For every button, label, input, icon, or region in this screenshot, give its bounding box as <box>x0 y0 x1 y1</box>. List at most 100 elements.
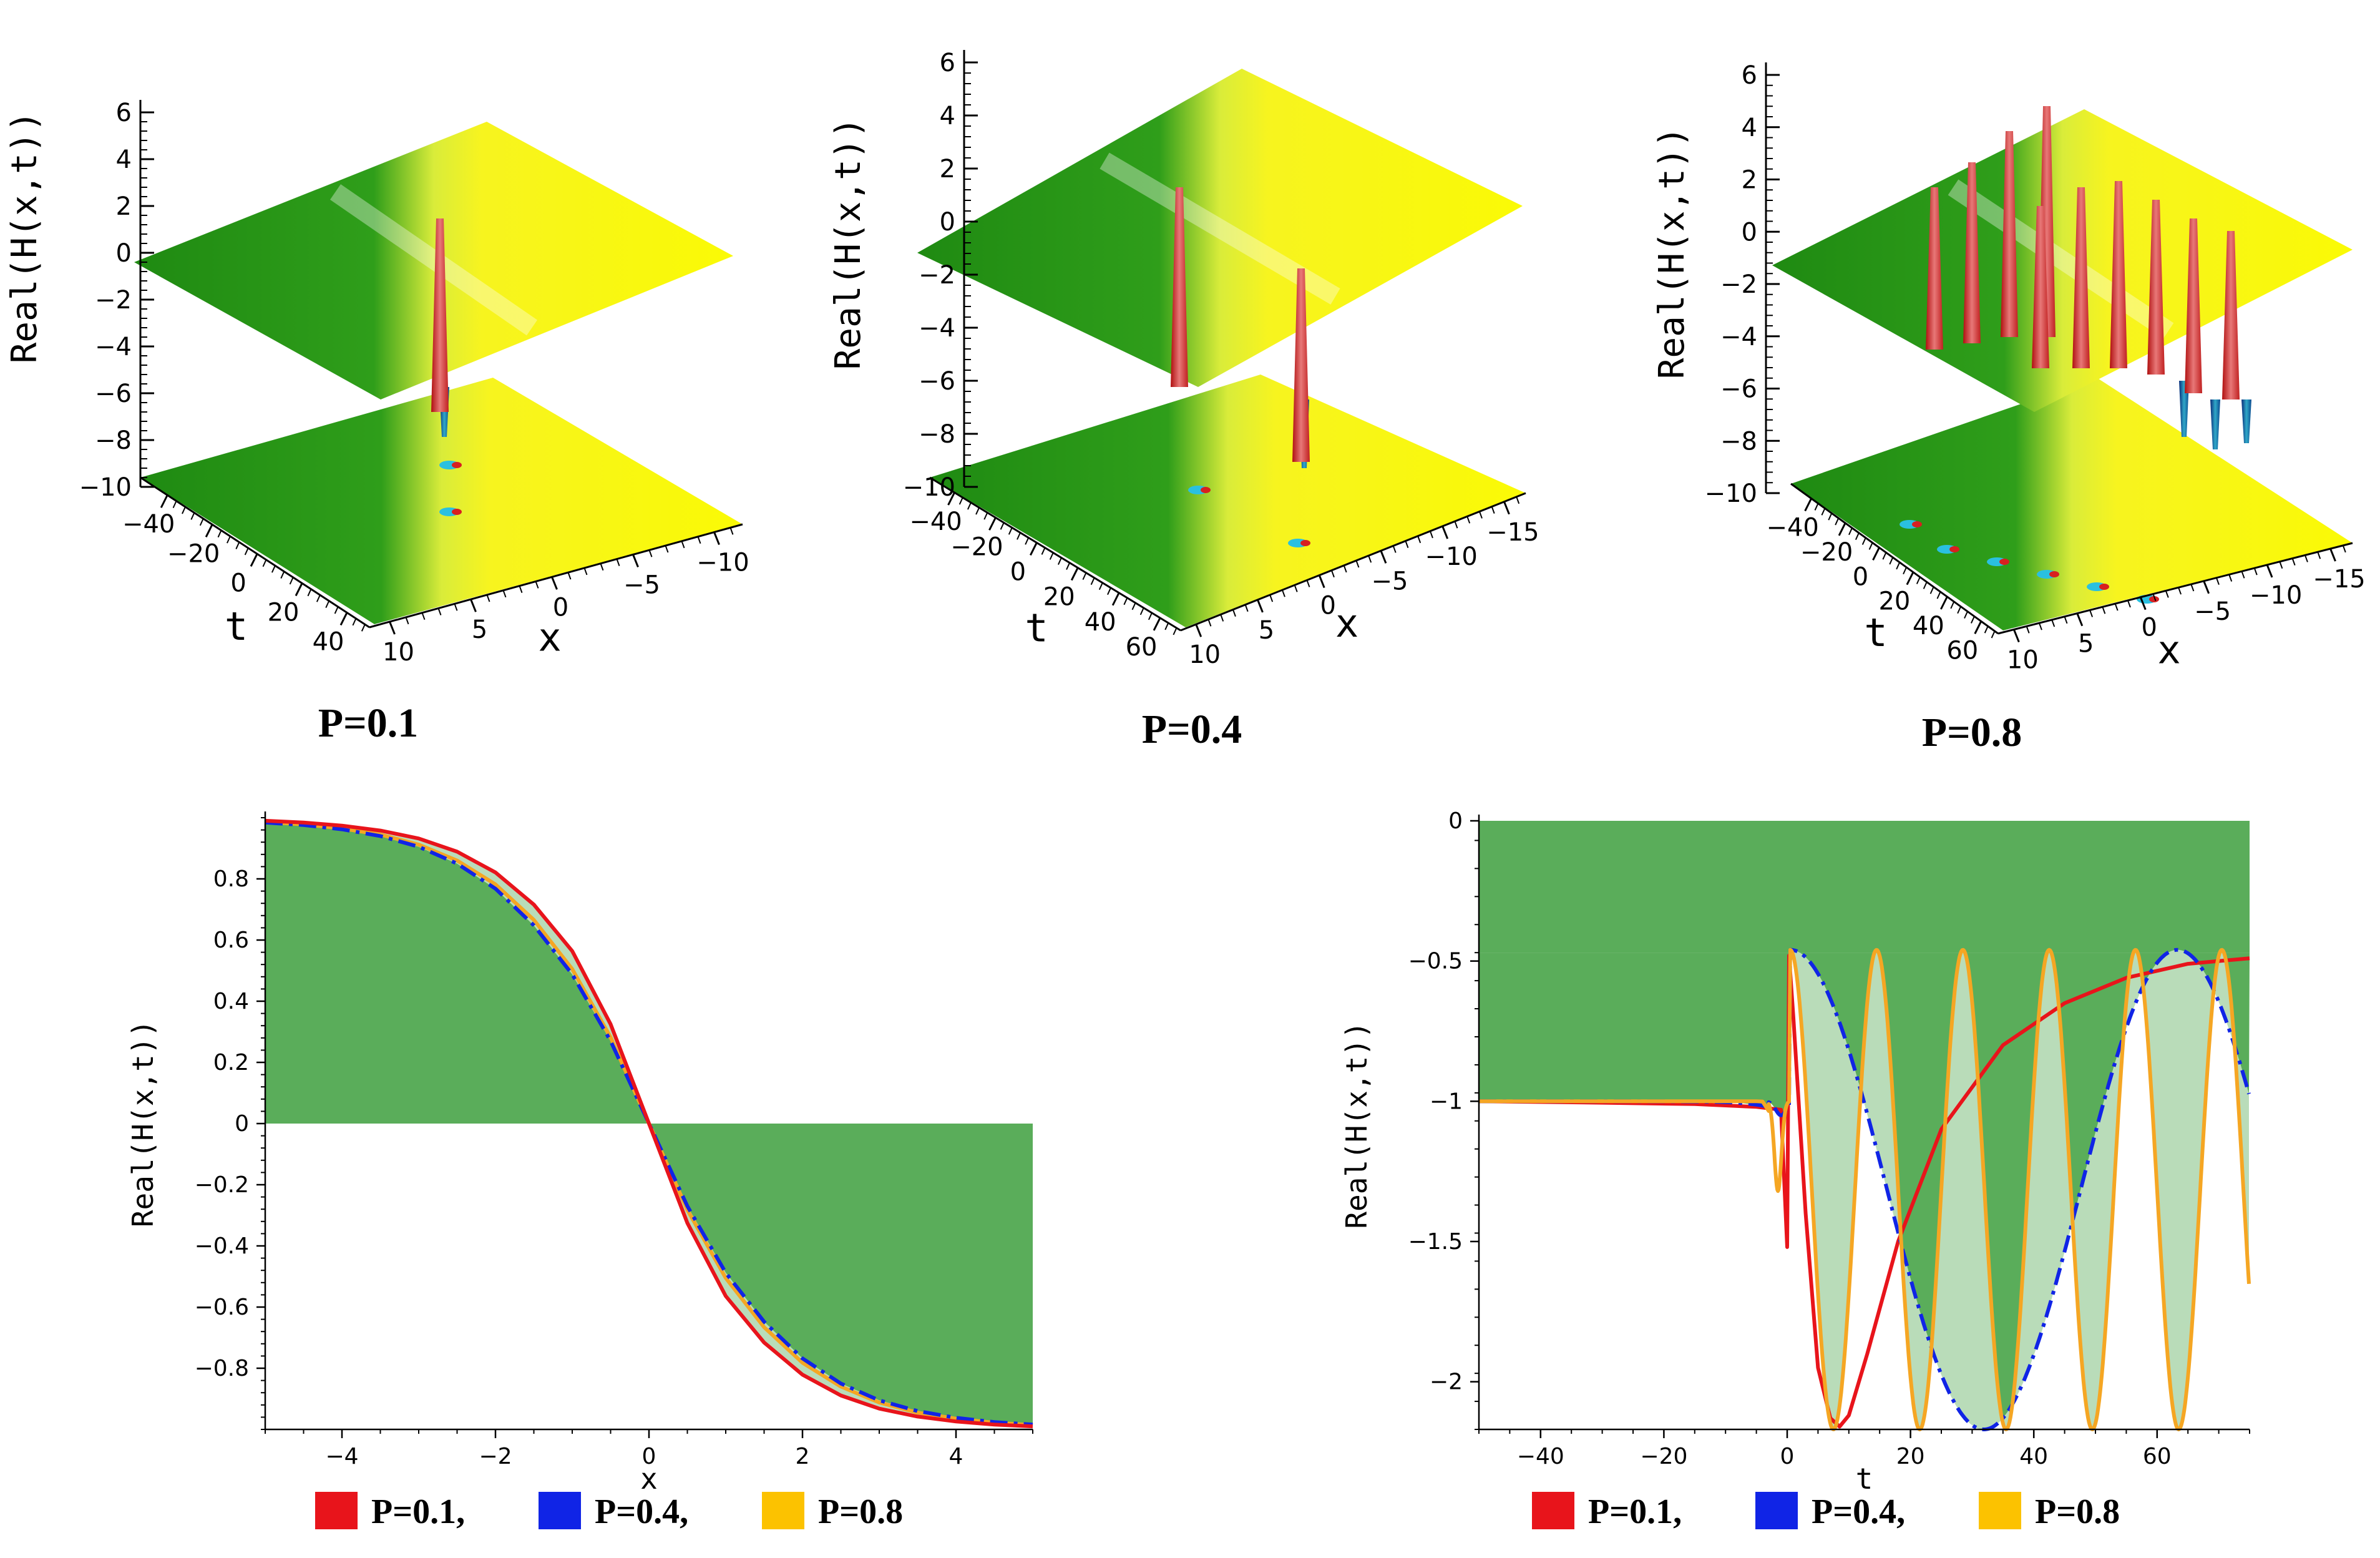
t-tick-label: 0 <box>230 569 246 597</box>
positive-spike <box>1171 187 1188 387</box>
t-minor-tick <box>316 594 321 602</box>
t-minor-tick <box>1057 557 1062 565</box>
z-tick-label: 0 <box>940 208 955 237</box>
x-tick-label: −15 <box>2313 565 2365 594</box>
t-minor-tick <box>1082 572 1087 581</box>
x-tick-label: 0 <box>642 1444 656 1469</box>
x-minor-tick <box>2317 551 2321 559</box>
t-minor-tick <box>1991 630 1996 639</box>
t-minor-tick <box>1964 611 1968 619</box>
x-minor-tick <box>681 541 685 549</box>
x-axis <box>369 523 743 629</box>
t-minor-tick <box>1957 606 1962 614</box>
t-minor-tick <box>262 559 267 567</box>
x-tick-label: 60 <box>2143 1444 2172 1469</box>
z-tick-label: −4 <box>919 314 955 343</box>
x-minor-tick <box>1405 541 1409 548</box>
projection-singularity-core <box>1999 559 2009 565</box>
x-tick <box>1257 599 1264 613</box>
t-minor-tick <box>1814 503 1819 511</box>
x-tick-label: 20 <box>1896 1444 1925 1469</box>
x-tick-label: −10 <box>696 549 749 577</box>
z-tick-label: −4 <box>1720 323 1757 351</box>
x-tick <box>2012 629 2020 643</box>
legend-label: P=0.8 <box>2035 1492 2120 1531</box>
y-tick-label: −0.4 <box>195 1233 249 1259</box>
t-tick-label: 60 <box>1126 633 1158 662</box>
t-minor-tick <box>244 547 249 556</box>
t-tick-label: 20 <box>1043 583 1075 612</box>
z-axis-label: Real(H(x,t)) <box>828 117 869 370</box>
t-minor-tick <box>1017 532 1021 540</box>
t-minor-tick <box>172 501 177 509</box>
x-tick-label: −10 <box>1425 542 1477 571</box>
x-minor-tick <box>1454 521 1458 529</box>
z-tick-label: −10 <box>79 473 132 502</box>
x-tick-label: 5 <box>472 615 487 644</box>
surface-kink <box>1948 179 2174 339</box>
t-minor-tick <box>307 589 312 597</box>
x-minor-tick <box>535 581 539 589</box>
x-tick <box>1503 501 1510 515</box>
surface-sheet <box>134 122 733 399</box>
z-axis-label: Real(H(x,t)) <box>1652 127 1692 380</box>
y-tick-label: 0.8 <box>213 866 249 892</box>
y-tick-label: −2 <box>1430 1369 1463 1395</box>
t-tick-label: 60 <box>1946 636 1978 665</box>
positive-spike <box>1963 162 1981 343</box>
positive-spike <box>2185 218 2202 393</box>
t-minor-tick <box>975 507 980 515</box>
x-tick-label: 0 <box>1780 1444 1795 1469</box>
t-minor-tick <box>1041 547 1046 555</box>
positive-spike <box>2032 206 2049 368</box>
t-minor-tick <box>1835 517 1840 526</box>
z-tick-label: −2 <box>919 261 955 290</box>
t-tick-label: 20 <box>1878 587 1910 616</box>
t-minor-tick <box>1123 597 1128 605</box>
legend-swatch <box>762 1492 804 1529</box>
legend-label: P=0.8 <box>818 1492 903 1531</box>
z-tick-label: 2 <box>940 155 955 184</box>
projection-singularity-core <box>2049 571 2059 577</box>
x-minor-tick <box>2038 622 2042 630</box>
positive-spike <box>431 218 449 412</box>
legend-label: P=0.1, <box>371 1492 465 1531</box>
t-tick-label: 40 <box>313 627 344 656</box>
x-minor-tick <box>1306 580 1310 587</box>
t-minor-tick <box>1131 602 1136 610</box>
x-minor-tick <box>2051 619 2056 627</box>
t-tick-label: −20 <box>1800 538 1853 567</box>
t-minor-tick <box>1148 612 1153 620</box>
t-tick <box>160 494 168 508</box>
z-tick-label: −8 <box>919 420 955 449</box>
area-fill-negative <box>649 1124 1033 1425</box>
envelope-fill <box>1787 949 2249 1429</box>
x-minor-tick <box>1466 516 1471 524</box>
t-tick <box>250 553 258 567</box>
legend-label: P=0.4, <box>1812 1492 1905 1531</box>
t-tick <box>1906 571 1914 585</box>
surface-plot-p01: 6420−2−4−6−8−10Real(H(x,t))−40−2002040t1… <box>4 99 749 746</box>
z-tick-label: 2 <box>1742 166 1757 195</box>
x-tick <box>1441 526 1449 539</box>
legend-label: P=0.1, <box>1588 1492 1682 1531</box>
z-tick-label: 0 <box>116 239 132 268</box>
t-minor-tick <box>1923 581 1928 589</box>
t-minor-tick <box>1098 582 1103 590</box>
positive-spike <box>1926 187 1943 350</box>
x-minor-tick <box>2165 590 2169 598</box>
x-minor-tick <box>1478 511 1483 519</box>
t-minor-tick <box>235 542 240 549</box>
z-tick-label: −8 <box>95 426 132 455</box>
t-tick <box>295 582 303 597</box>
x-tick-label: −4 <box>325 1444 358 1469</box>
t-minor-tick <box>227 536 231 544</box>
z-tick-label: 0 <box>1742 218 1757 247</box>
x-minor-tick <box>583 567 588 576</box>
x-minor-tick <box>1232 609 1236 617</box>
x-minor-tick <box>2089 610 2094 617</box>
t-axis-label: t <box>225 604 248 649</box>
x-minor-tick <box>648 549 653 557</box>
x-tick-label: −15 <box>1486 518 1539 547</box>
surface-sheet <box>1772 109 2353 412</box>
